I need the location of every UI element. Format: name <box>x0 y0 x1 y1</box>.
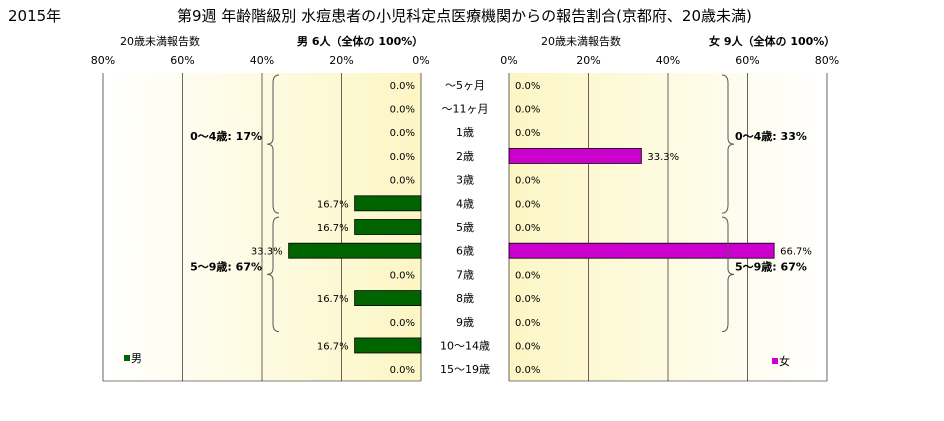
left-tick-label: 20% <box>329 54 353 67</box>
category-label: 10〜14歳 <box>440 339 490 352</box>
male-group-label: 0〜4歳: 17% <box>190 129 262 143</box>
female-legend-label: 女 <box>779 354 790 368</box>
female-value-label: 0.0% <box>515 270 540 281</box>
male-value-label: 0.0% <box>390 270 415 281</box>
male-value-label: 16.7% <box>317 199 349 210</box>
male-group-brace <box>266 216 280 333</box>
category-label: 3歳 <box>456 174 474 187</box>
female-group-brace <box>721 74 735 214</box>
left-tick-label: 80% <box>91 54 115 67</box>
male-value-label: 33.3% <box>251 247 283 258</box>
male-bar <box>354 337 422 354</box>
female-value-label: 33.3% <box>647 152 679 163</box>
female-group-label: 0〜4歳: 33% <box>735 129 807 143</box>
female-group-brace <box>721 216 735 333</box>
left-panel-title: 男 6人（全体の 100%） <box>297 34 423 48</box>
category-label: 1歳 <box>456 126 474 139</box>
female-value-label: 0.0% <box>515 199 540 210</box>
left-tick-label: 0% <box>412 54 429 67</box>
category-label: 6歳 <box>456 245 474 258</box>
male-bar <box>354 195 422 212</box>
male-value-label: 0.0% <box>390 365 415 376</box>
category-label: 5歳 <box>456 221 474 234</box>
female-value-label: 0.0% <box>515 105 540 116</box>
male-value-label: 0.0% <box>390 176 415 187</box>
female-value-label: 0.0% <box>515 294 540 305</box>
chart-title: 第9週 年齢階級別 水痘患者の小児科定点医療機関からの報告割合(京都府、20歳未… <box>177 7 752 25</box>
female-bar <box>508 148 642 164</box>
category-label: 9歳 <box>456 316 474 329</box>
right-axis-label: 20歳未満報告数 <box>541 35 621 48</box>
category-label: 4歳 <box>456 197 474 210</box>
category-label: 2歳 <box>456 150 474 163</box>
category-label: 7歳 <box>456 268 474 281</box>
male-legend-label: 男 <box>131 352 142 365</box>
female-value-label: 0.0% <box>515 223 540 234</box>
male-bar <box>288 242 422 259</box>
left-tick-label: 60% <box>170 54 194 67</box>
male-value-label: 16.7% <box>317 294 349 305</box>
right-tick-label: 60% <box>735 54 759 67</box>
category-label: 〜11ヶ月 <box>442 103 489 116</box>
male-value-label: 0.0% <box>390 318 415 329</box>
female-group-label: 5〜9歳: 67% <box>735 259 807 273</box>
year-label: 2015年 <box>8 7 61 25</box>
male-bar <box>354 219 422 235</box>
male-value-label: 16.7% <box>317 223 349 234</box>
male-value-label: 0.0% <box>390 152 415 163</box>
male-value-label: 16.7% <box>317 341 349 352</box>
category-label: 15〜19歳 <box>440 363 490 376</box>
female-bar <box>508 242 775 259</box>
female-value-label: 0.0% <box>515 318 540 329</box>
female-value-label: 0.0% <box>515 365 540 376</box>
female-value-label: 0.0% <box>515 128 540 139</box>
right-tick-label: 40% <box>656 54 680 67</box>
left-tick-label: 40% <box>250 54 274 67</box>
female-value-label: 0.0% <box>515 341 540 352</box>
female-value-label: 0.0% <box>515 81 540 92</box>
right-tick-label: 20% <box>576 54 600 67</box>
female-legend-swatch <box>772 358 778 364</box>
right-panel-title: 女 9人（全体の 100%） <box>709 34 835 48</box>
female-value-label: 66.7% <box>780 247 812 258</box>
male-legend-swatch <box>124 355 130 361</box>
category-label: 〜5ヶ月 <box>445 79 485 92</box>
right-tick-label: 0% <box>500 54 517 67</box>
category-label: 8歳 <box>456 292 474 305</box>
right-tick-label: 80% <box>815 54 839 67</box>
male-group-label: 5〜9歳: 67% <box>190 259 262 273</box>
male-bar <box>354 290 422 306</box>
male-group-brace <box>266 74 280 214</box>
female-value-label: 0.0% <box>515 176 540 187</box>
male-value-label: 0.0% <box>390 105 415 116</box>
male-value-label: 0.0% <box>390 81 415 92</box>
male-value-label: 0.0% <box>390 128 415 139</box>
left-axis-label: 20歳未満報告数 <box>120 35 200 48</box>
